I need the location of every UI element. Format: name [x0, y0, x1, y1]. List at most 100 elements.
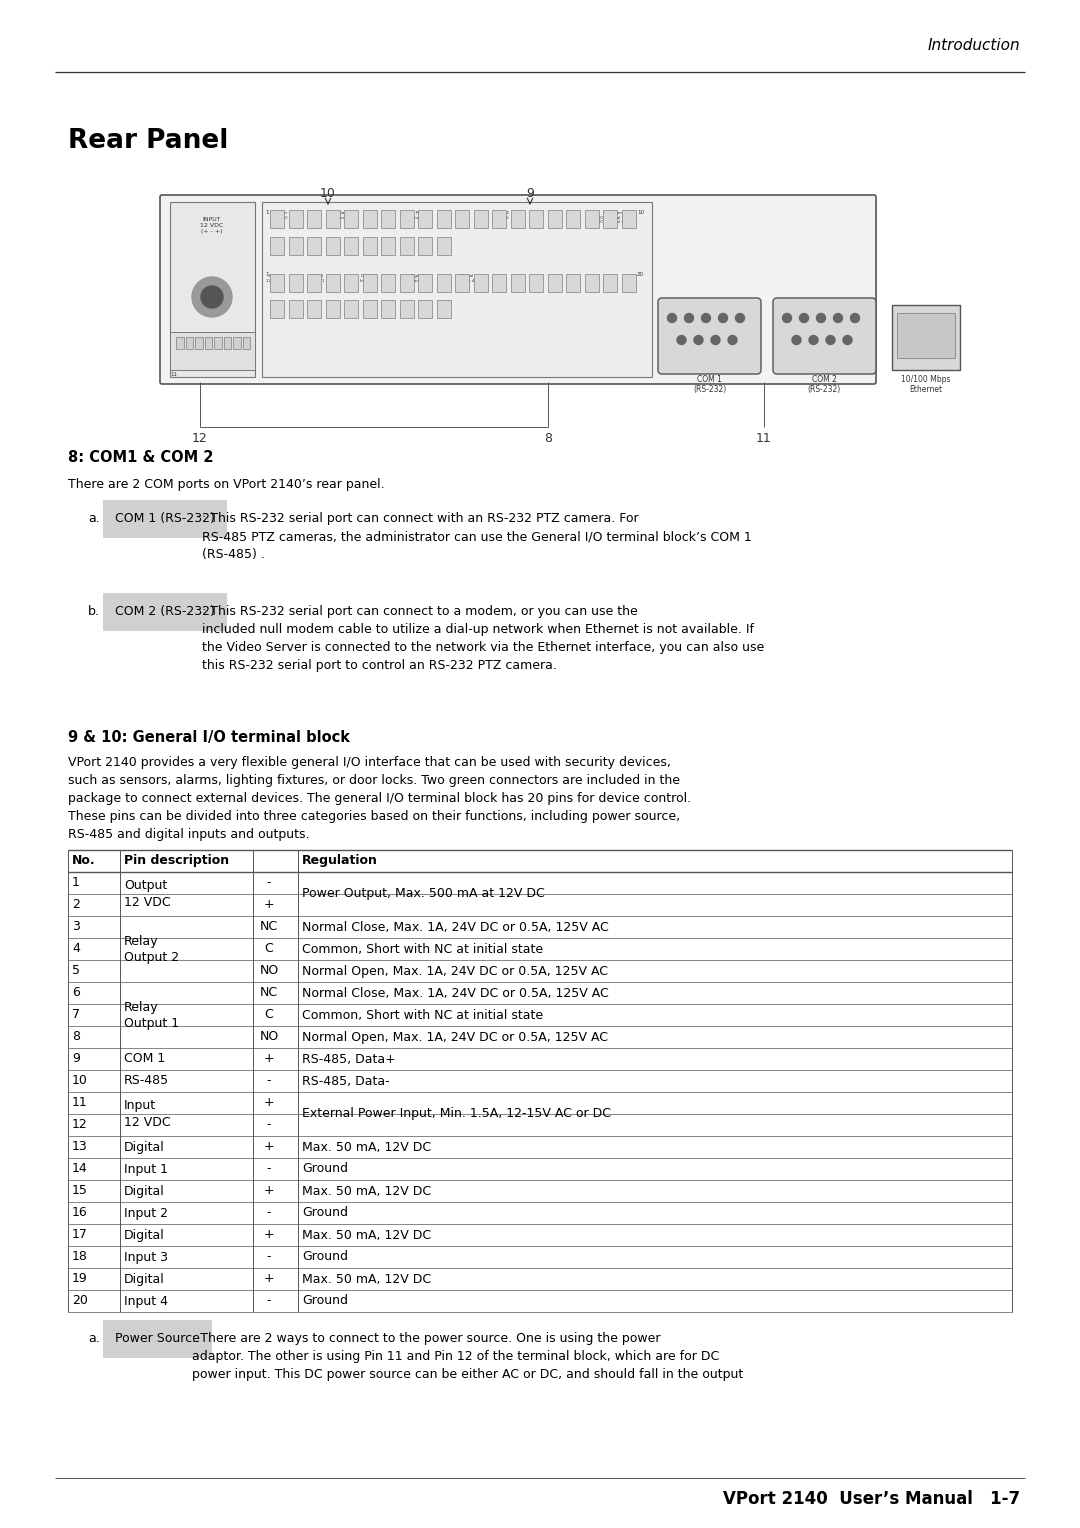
Text: a.: a. [87, 1332, 99, 1345]
Bar [400, 274, 414, 292]
Text: 8: COM1 & COM 2: 8: COM1 & COM 2 [68, 451, 214, 465]
Text: 1: 1 [265, 209, 269, 215]
Text: COM 1: COM 1 [124, 1053, 165, 1065]
Bar [418, 274, 432, 292]
Bar [418, 237, 432, 255]
Bar [270, 299, 284, 318]
Text: 11: 11 [170, 371, 177, 377]
Bar [170, 332, 255, 370]
Text: NC: NC [260, 920, 278, 934]
Text: -: - [267, 1206, 271, 1219]
Text: 20: 20 [72, 1294, 87, 1306]
Circle shape [718, 313, 728, 322]
Bar [418, 209, 432, 228]
Text: COM 2 (RS-232): COM 2 (RS-232) [114, 605, 215, 617]
Text: 9: 9 [72, 1051, 80, 1065]
Text: +: + [264, 1096, 274, 1109]
Text: Digital: Digital [124, 1273, 165, 1285]
Text: 7: 7 [72, 1008, 80, 1021]
Bar [325, 237, 339, 255]
Text: Input 2: Input 2 [124, 1207, 168, 1219]
Bar [381, 299, 395, 318]
Text: : This RS-232 serial port can connect to a modem, or you can use the
included nu: : This RS-232 serial port can connect to… [202, 605, 765, 672]
Text: Power Output, Max. 500 mA at 12V DC: Power Output, Max. 500 mA at 12V DC [302, 888, 544, 900]
Text: 17: 17 [72, 1229, 87, 1241]
Text: Max. 50 mA, 12V DC: Max. 50 mA, 12V DC [302, 1273, 431, 1285]
Text: No.: No. [72, 854, 96, 866]
Circle shape [677, 336, 686, 344]
Text: 18: 18 [72, 1250, 87, 1264]
Text: 9 & 10: General I/O terminal block: 9 & 10: General I/O terminal block [68, 730, 350, 746]
Bar [584, 274, 598, 292]
Text: +: + [264, 1051, 274, 1065]
Bar [345, 274, 357, 292]
Text: 2: 2 [72, 898, 80, 911]
Text: COM 1 (RS-232): COM 1 (RS-232) [114, 512, 215, 526]
Bar [288, 299, 302, 318]
Text: Common, Short with NC at initial state: Common, Short with NC at initial state [302, 943, 543, 955]
Text: 1: 1 [72, 876, 80, 889]
Bar [473, 274, 487, 292]
Bar [436, 237, 450, 255]
Bar [270, 274, 284, 292]
Text: Digital
Input 1: Digital Input 1 [310, 274, 324, 283]
Text: Input 4: Input 4 [124, 1294, 168, 1308]
Text: -: - [267, 1118, 271, 1131]
Bar [492, 209, 507, 228]
Bar [603, 274, 617, 292]
Text: +: + [264, 1229, 274, 1241]
Text: : This RS-232 serial port can connect with an RS-232 PTZ camera. For
RS-485 PTZ : : This RS-232 serial port can connect wi… [202, 512, 752, 561]
Text: 11: 11 [72, 1096, 87, 1109]
Circle shape [809, 336, 818, 344]
Bar [325, 209, 339, 228]
Bar [511, 209, 525, 228]
Bar [381, 274, 395, 292]
Circle shape [816, 313, 825, 322]
Bar [243, 338, 249, 348]
Text: C: C [265, 941, 273, 955]
Bar [363, 237, 377, 255]
Text: -: - [267, 1294, 271, 1306]
Bar [345, 299, 357, 318]
Text: VPort 2140 provides a very flexible general I/O interface that can be used with : VPort 2140 provides a very flexible gene… [68, 756, 691, 840]
Bar [270, 237, 284, 255]
Circle shape [667, 313, 676, 322]
Bar [288, 209, 302, 228]
Text: Digital: Digital [124, 1140, 165, 1154]
Bar [345, 237, 357, 255]
Bar [288, 274, 302, 292]
Text: 4: 4 [72, 941, 80, 955]
Text: Digital: Digital [124, 1184, 165, 1198]
Text: NO: NO [259, 1030, 279, 1044]
Bar [214, 338, 221, 348]
Text: a.: a. [87, 512, 99, 526]
Text: COM 1
RS-485: COM 1 RS-485 [495, 211, 510, 220]
Bar [325, 274, 339, 292]
Text: Digital: Digital [124, 1229, 165, 1241]
Circle shape [843, 336, 852, 344]
Bar [381, 209, 395, 228]
Bar [170, 202, 255, 377]
Bar [418, 299, 432, 318]
Circle shape [735, 313, 744, 322]
Text: Introduction: Introduction [928, 38, 1020, 53]
Bar [400, 209, 414, 228]
Text: Input
12 VDC: Input 12 VDC [267, 274, 282, 283]
Circle shape [851, 313, 860, 322]
Circle shape [826, 336, 835, 344]
Text: Max. 50 mA, 12V DC: Max. 50 mA, 12V DC [302, 1140, 431, 1154]
Text: RS-485, Data+: RS-485, Data+ [302, 1053, 395, 1065]
Text: Input 1: Input 1 [124, 1163, 168, 1175]
Bar [233, 338, 241, 348]
Text: INPUT
12 VDC
(+ - +): INPUT 12 VDC (+ - +) [200, 217, 224, 234]
Text: COM 2
(RS-232): COM 2 (RS-232) [808, 374, 841, 394]
Bar [262, 202, 652, 377]
Bar [492, 274, 507, 292]
Bar [455, 274, 469, 292]
Bar [529, 274, 543, 292]
Text: Digital
Input 3: Digital Input 3 [409, 274, 424, 283]
Bar [224, 338, 231, 348]
Bar [345, 209, 357, 228]
Text: 8: 8 [72, 1030, 80, 1044]
Circle shape [694, 336, 703, 344]
